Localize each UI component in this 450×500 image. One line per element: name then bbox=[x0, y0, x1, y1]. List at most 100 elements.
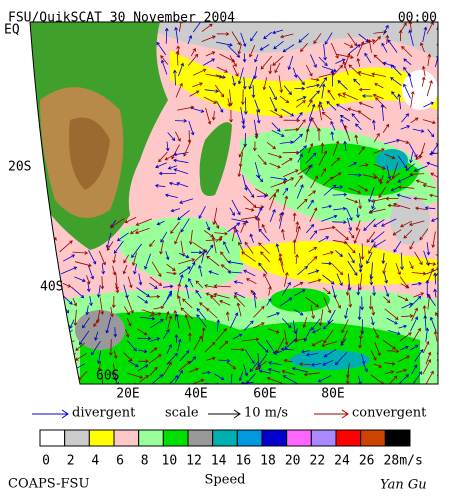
wind-arrow bbox=[166, 343, 172, 354]
wind-arrow bbox=[216, 319, 221, 332]
wind-arrow bbox=[342, 60, 349, 76]
wind-arrow bbox=[202, 370, 211, 375]
wind-arrow bbox=[358, 273, 363, 291]
wind-arrow bbox=[370, 231, 385, 243]
wind-arrow bbox=[198, 206, 206, 219]
wind-arrow bbox=[321, 214, 338, 222]
wind-arrow bbox=[373, 30, 388, 34]
wind-arrow bbox=[101, 263, 106, 275]
wind-arrow bbox=[160, 231, 168, 243]
wind-arrow bbox=[269, 162, 281, 169]
wind-arrow bbox=[176, 283, 181, 297]
wind-arrow bbox=[317, 127, 321, 141]
wind-arrow bbox=[401, 302, 413, 309]
wind-arrow bbox=[267, 152, 283, 159]
wind-arrow bbox=[124, 217, 137, 224]
wind-arrow bbox=[73, 309, 78, 326]
wind-arrow bbox=[401, 45, 413, 57]
wind-arrow bbox=[160, 55, 169, 65]
wind-arrow bbox=[440, 244, 450, 249]
wind-arrow bbox=[360, 243, 365, 260]
wind-arrow bbox=[292, 133, 303, 144]
wind-arrow bbox=[397, 93, 402, 110]
wind-arrow bbox=[187, 34, 193, 45]
wind-arrow bbox=[127, 298, 134, 314]
wind-arrow bbox=[258, 262, 268, 274]
wind-arrow bbox=[309, 207, 318, 222]
wind-arrow bbox=[348, 230, 355, 239]
wind-arrow bbox=[173, 152, 189, 157]
wind-arrow bbox=[311, 116, 320, 132]
wind-arrow bbox=[190, 250, 203, 255]
wind-arrow bbox=[96, 350, 102, 365]
lat-label: 60S bbox=[96, 369, 119, 384]
wind-arrow bbox=[140, 316, 156, 321]
wind-arrow bbox=[241, 118, 246, 130]
wind-arrow bbox=[308, 190, 317, 197]
wind-arrow bbox=[47, 262, 59, 275]
wind-arrow bbox=[30, 338, 34, 349]
wind-arrow bbox=[301, 385, 310, 388]
wind-arrow bbox=[330, 157, 341, 167]
wind-arrow bbox=[227, 98, 232, 108]
wind-arrow bbox=[371, 306, 376, 316]
wind-arrow bbox=[249, 44, 256, 58]
wind-arrow bbox=[335, 228, 349, 241]
wind-arrow bbox=[229, 374, 233, 384]
wind-arrow bbox=[358, 39, 376, 47]
wind-arrow bbox=[122, 264, 128, 275]
wind-arrow bbox=[282, 44, 295, 53]
wind-arrow bbox=[149, 337, 161, 342]
wind-arrow bbox=[409, 151, 414, 164]
wind-arrow bbox=[123, 306, 130, 316]
wind-arrow bbox=[436, 252, 438, 264]
wind-arrow bbox=[165, 310, 170, 321]
wind-arrow bbox=[299, 362, 311, 367]
colorbar-tick: 20 bbox=[285, 454, 301, 469]
wind-arrow bbox=[278, 257, 285, 273]
wind-arrow bbox=[414, 251, 423, 266]
wind-arrow bbox=[211, 111, 216, 121]
wind-arrow bbox=[308, 278, 322, 284]
wind-arrow bbox=[270, 176, 288, 182]
wind-arrow bbox=[348, 64, 362, 77]
wind-arrow bbox=[294, 253, 299, 264]
wind-arrow bbox=[293, 338, 306, 343]
wind-arrow bbox=[333, 295, 341, 309]
wind-arrow bbox=[201, 35, 216, 42]
wind-arrow bbox=[165, 141, 170, 152]
wind-arrow bbox=[254, 99, 261, 113]
wind-arrow bbox=[166, 263, 176, 271]
colorbar-box bbox=[384, 429, 411, 447]
wind-arrow bbox=[284, 337, 298, 350]
map bbox=[30, 22, 450, 388]
legend-scale: scale bbox=[165, 406, 199, 421]
wind-arrow bbox=[440, 43, 444, 55]
wind-arrow bbox=[51, 330, 61, 336]
wind-arrow bbox=[86, 275, 91, 285]
wind-arrow bbox=[346, 208, 353, 221]
wind-arrow bbox=[348, 44, 361, 55]
wind-arrow bbox=[174, 131, 181, 142]
wind-arrow bbox=[305, 64, 313, 77]
wind-arrow bbox=[410, 344, 419, 351]
wind-arrow bbox=[174, 231, 181, 245]
wind-arrow bbox=[37, 348, 51, 356]
wind-arrow bbox=[357, 305, 362, 321]
wind-arrow bbox=[296, 74, 305, 86]
wind-arrow bbox=[293, 308, 304, 316]
wind-arrow bbox=[63, 359, 77, 364]
wind-arrow bbox=[332, 140, 340, 156]
wind-arrow bbox=[216, 66, 228, 73]
wind-arrow bbox=[428, 151, 438, 156]
wind-arrow bbox=[330, 131, 335, 141]
colorbar-unit: m/s bbox=[399, 454, 422, 469]
wind-arrow bbox=[385, 196, 399, 201]
wind-arrow bbox=[383, 272, 388, 284]
wind-arrow bbox=[71, 286, 85, 299]
wind-arrow bbox=[179, 198, 194, 204]
wind-arrow bbox=[393, 241, 402, 253]
wind-arrow bbox=[323, 329, 334, 344]
wind-arrow bbox=[206, 307, 218, 319]
